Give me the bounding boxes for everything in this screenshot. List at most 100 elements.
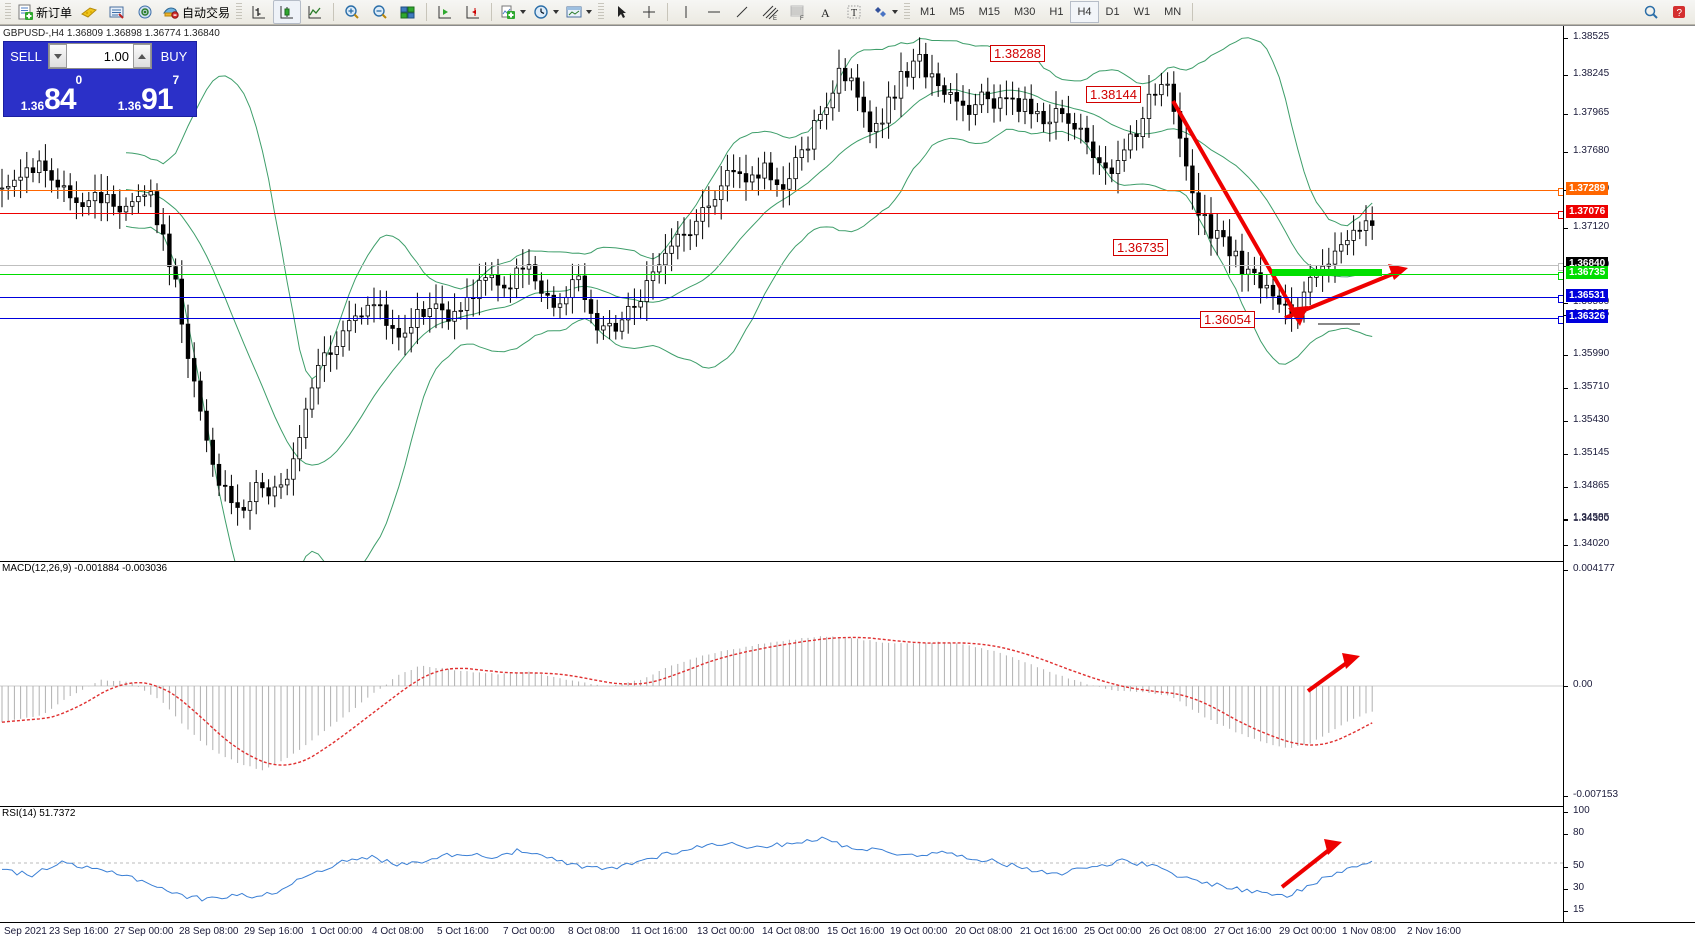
toolbar-grip-3[interactable]: [598, 3, 605, 21]
price-plot[interactable]: 1.38288 1.38144 1.36735 1.36054: [0, 26, 1563, 561]
period-button[interactable]: [529, 0, 562, 24]
price-level-chip[interactable]: 1.36326: [1566, 310, 1609, 323]
toolbar-grip-4[interactable]: [904, 3, 911, 21]
macd-drawings-overlay[interactable]: [0, 561, 1563, 806]
level-line-handle[interactable]: [1558, 188, 1563, 196]
vertical-line-button[interactable]: [672, 0, 700, 24]
scroll-end-button[interactable]: [431, 0, 459, 24]
bollinger-lower-band: [125, 128, 1373, 561]
shapes-button[interactable]: [868, 0, 901, 24]
price-tick: 1.38245: [1564, 68, 1609, 79]
tile-windows-button[interactable]: [394, 0, 422, 24]
level-line-handle[interactable]: [1558, 272, 1563, 280]
lot-increment-button[interactable]: [133, 44, 151, 68]
zoom-in-button[interactable]: [338, 0, 366, 24]
level-line[interactable]: [0, 272, 1563, 280]
lot-size-input[interactable]: 1.00: [103, 48, 129, 64]
level-line-handle[interactable]: [1558, 295, 1563, 303]
chart-shift-button[interactable]: [459, 0, 487, 24]
buy-price[interactable]: 1.36 91 7: [99, 70, 196, 116]
rsi-axis[interactable]: 100 80 50 30 15: [1563, 805, 1695, 922]
chevron-down-icon[interactable]: [520, 10, 527, 14]
templates-button[interactable]: [562, 0, 595, 24]
price-level-chip[interactable]: 1.36735: [1566, 266, 1609, 279]
horizontal-line-button[interactable]: [700, 0, 728, 24]
timeframe-d1[interactable]: D1: [1105, 6, 1120, 18]
text-label-button[interactable]: T: [840, 0, 868, 24]
lot-size-stepper[interactable]: 1.00: [48, 43, 152, 69]
macd-axis[interactable]: 0.004177 0.00 -0.007153: [1563, 561, 1695, 806]
buy-button[interactable]: BUY: [160, 48, 188, 64]
macd-plot[interactable]: [0, 561, 1563, 806]
svg-text:T: T: [851, 8, 857, 19]
chevron-down-icon-4[interactable]: [892, 10, 899, 14]
toolbar-grip[interactable]: [5, 3, 11, 21]
navigator-button[interactable]: [131, 0, 159, 24]
timeframe-m1[interactable]: M1: [920, 6, 936, 18]
cheese-button[interactable]: [75, 0, 103, 24]
price-pane[interactable]: GBPUSD-,H4 1.36809 1.36898 1.36774 1.368…: [0, 26, 1695, 561]
level-line[interactable]: [0, 211, 1563, 219]
level-line-handle[interactable]: [1558, 316, 1563, 324]
trendline-button[interactable]: [728, 0, 756, 24]
chart-window[interactable]: GBPUSD-,H4 1.36809 1.36898 1.36774 1.368…: [0, 25, 1695, 942]
help-button[interactable]: ?: [1665, 0, 1693, 24]
annotation-138288[interactable]: 1.38288: [990, 45, 1045, 62]
level-line[interactable]: [0, 316, 1563, 324]
chevron-down-icon-2[interactable]: [553, 10, 560, 14]
line-chart-button[interactable]: [301, 0, 329, 24]
annotation-136054[interactable]: 1.36054: [1200, 311, 1255, 328]
level-line[interactable]: [0, 263, 1563, 271]
indicators-button[interactable]: [496, 0, 529, 24]
timeframe-h1[interactable]: H1: [1049, 6, 1064, 18]
price-level-chip[interactable]: 1.36531: [1566, 289, 1609, 302]
level-line-handle[interactable]: [1558, 211, 1563, 219]
candle-body: [669, 245, 674, 254]
candle-body: [743, 173, 749, 183]
timeframe-m30[interactable]: M30: [1014, 6, 1036, 18]
bar-chart-button[interactable]: [245, 0, 273, 24]
candlestick-chart-button[interactable]: [273, 0, 302, 24]
cursor-button[interactable]: [607, 0, 635, 24]
sell-button[interactable]: SELL: [10, 48, 42, 64]
price-level-chip[interactable]: 1.37076: [1566, 205, 1609, 218]
zoom-out-button[interactable]: [366, 0, 394, 24]
level-line-handle[interactable]: [1558, 263, 1563, 271]
price-level-chip[interactable]: 1.37289: [1566, 182, 1609, 195]
text-button[interactable]: A: [812, 0, 840, 24]
annotation-138144[interactable]: 1.38144: [1086, 86, 1141, 103]
timeframe-m15[interactable]: M15: [978, 6, 1000, 18]
toolbar-grip-2[interactable]: [236, 3, 243, 21]
rsi-plot[interactable]: [0, 806, 1563, 922]
drawings-overlay[interactable]: [0, 26, 1563, 561]
one-click-trading-panel[interactable]: SELL 1.00 BUY 1.36 84 0 1.36 91 7: [3, 41, 197, 117]
macd-pane[interactable]: MACD(12,26,9) -0.001884 -0.003036 0.0041…: [0, 561, 1695, 806]
crosshair-button[interactable]: [635, 0, 663, 24]
timeframe-w1[interactable]: W1: [1133, 6, 1151, 18]
new-order-button[interactable]: 新订单: [14, 0, 75, 24]
timeframe-mn[interactable]: MN: [1164, 6, 1182, 18]
time-axis[interactable]: Sep 2021 23 Sep 16:00 27 Sep 00:00 28 Sep 0…: [0, 922, 1695, 942]
level-line[interactable]: [0, 188, 1563, 196]
search-button[interactable]: [1637, 0, 1665, 24]
time-tick: 1 Nov 08:00: [1342, 926, 1396, 937]
sell-price[interactable]: 1.36 84 0: [4, 70, 99, 116]
price-axis[interactable]: 1.385251.382451.379651.376801.374001.371…: [1563, 26, 1695, 561]
equidistant-channel-button[interactable]: E: [756, 0, 784, 24]
auto-trading-button[interactable]: 自动交易: [159, 0, 233, 24]
candle-body: [1190, 165, 1195, 194]
lot-decrement-button[interactable]: [49, 44, 67, 68]
rsi-drawings-overlay[interactable]: [0, 806, 1563, 922]
terminal-button[interactable]: [103, 0, 131, 24]
bollinger-upper-band: [125, 37, 1373, 380]
candle-body: [508, 287, 513, 290]
fibonacci-button[interactable]: F: [784, 0, 812, 24]
timeframe-m5[interactable]: M5: [949, 6, 965, 18]
timeframe-h4[interactable]: H4: [1070, 1, 1099, 23]
level-line[interactable]: [0, 295, 1563, 303]
chevron-down-icon-3[interactable]: [586, 10, 593, 14]
annotation-136735[interactable]: 1.36735: [1113, 239, 1168, 256]
rsi-pane[interactable]: RSI(14) 51.7372 100 80 50 30 15: [0, 805, 1695, 922]
time-tick: 19 Oct 00:00: [890, 926, 948, 937]
candle-body: [607, 322, 612, 327]
